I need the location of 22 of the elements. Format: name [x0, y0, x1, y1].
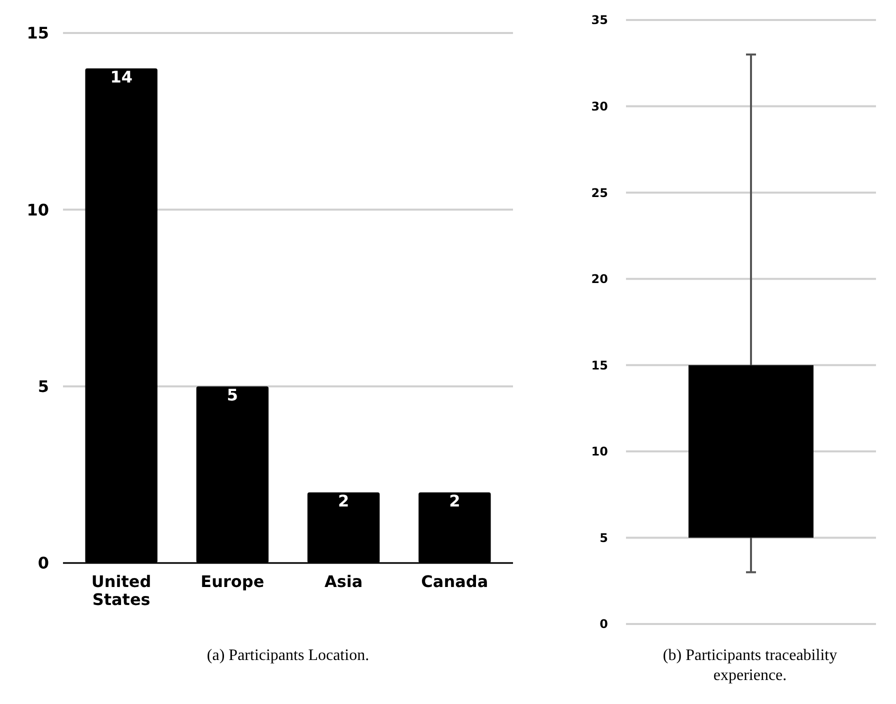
y-tick-label: 15: [591, 358, 608, 372]
data-label: 14: [110, 67, 132, 86]
data-label: 2: [338, 491, 350, 510]
y-tick-label: 15: [26, 24, 49, 43]
text: (a) Participants Location.: [206, 647, 370, 664]
x-tick-label: Canada: [421, 572, 488, 591]
y-tick-label: 30: [591, 99, 608, 114]
x-tick-label: Asia: [324, 572, 363, 591]
y-tick-label: 0: [600, 617, 608, 632]
text: (b) Participants traceability experience.: [662, 647, 838, 684]
y-tick-label: 20: [591, 272, 608, 286]
y-tick-label: 5: [38, 376, 49, 396]
x-tick-label: Europe: [200, 572, 264, 591]
y-tick-label: 10: [591, 444, 608, 459]
y-tick-label: 5: [600, 530, 608, 545]
y-tick-label: 10: [26, 200, 49, 220]
x-tick-label: United States: [91, 572, 152, 609]
y-tick-label: 25: [591, 186, 608, 200]
y-tick-label: 35: [591, 13, 608, 28]
data-label: 2: [449, 491, 460, 510]
y-tick-label: 0: [38, 554, 49, 573]
data-label: 5: [226, 385, 238, 404]
